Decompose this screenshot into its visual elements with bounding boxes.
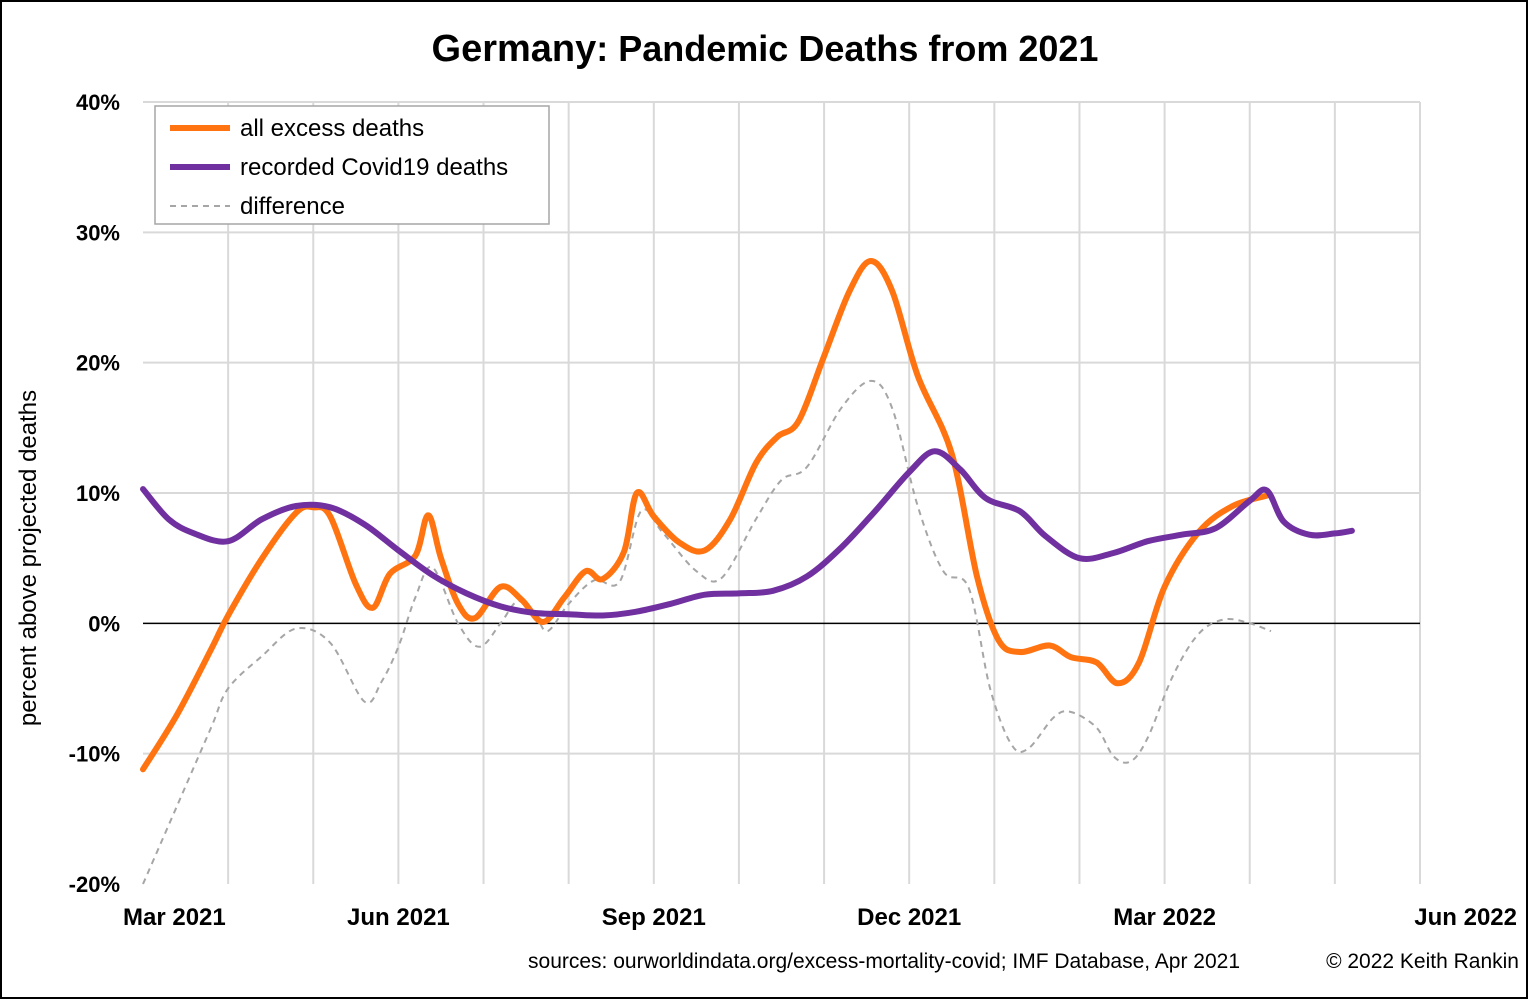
x-tick-label: Jun 2022 [1414, 904, 1517, 931]
legend: all excess deaths recorded Covid19 deaths… [154, 105, 550, 225]
chart-title-country: Germany [432, 28, 597, 70]
x-tick-label: Mar 2022 [1113, 904, 1216, 931]
y-tick-label: -10% [69, 742, 120, 767]
x-tick-label: Jun 2021 [347, 904, 450, 931]
y-tick-label: 20% [76, 351, 120, 376]
y-axis-label: percent above projected deaths [15, 390, 42, 726]
series-lines [140, 258, 1355, 885]
legend-label: recorded Covid19 deaths [240, 154, 508, 181]
copyright-note: © 2022 Keith Rankin [1326, 950, 1519, 973]
x-tick-label: Dec 2021 [857, 904, 961, 931]
legend-label: difference [240, 193, 345, 220]
y-tick-label: 40% [76, 90, 120, 115]
x-tick-label: Sep 2021 [602, 904, 706, 931]
series-line-difference [142, 379, 1272, 885]
x-tick-label: Mar 2021 [123, 904, 226, 931]
gridlines [143, 101, 1421, 884]
y-tick-label: 30% [76, 220, 120, 245]
y-tick-label: -20% [69, 872, 120, 897]
series-line-all-excess-deaths [140, 258, 1270, 773]
sources-note: sources: ourworldindata.org/excess-morta… [528, 950, 1240, 973]
series-line-recorded-covid19-deaths [140, 448, 1355, 619]
chart-title: Germany: Pandemic Deaths from 2021 [432, 28, 1099, 70]
chart-title-rest: : Pandemic Deaths from 2021 [596, 28, 1098, 69]
y-tick-label: 0% [88, 611, 120, 636]
x-tick-labels: Mar 2021 Jun 2021 Sep 2021 Dec 2021 Mar 2022… [123, 904, 1517, 931]
y-tick-label: 10% [76, 481, 120, 506]
y-tick-labels: -20% -10% 0% 10% 20% 30% 40% [69, 90, 120, 897]
legend-label: all excess deaths [240, 115, 424, 142]
